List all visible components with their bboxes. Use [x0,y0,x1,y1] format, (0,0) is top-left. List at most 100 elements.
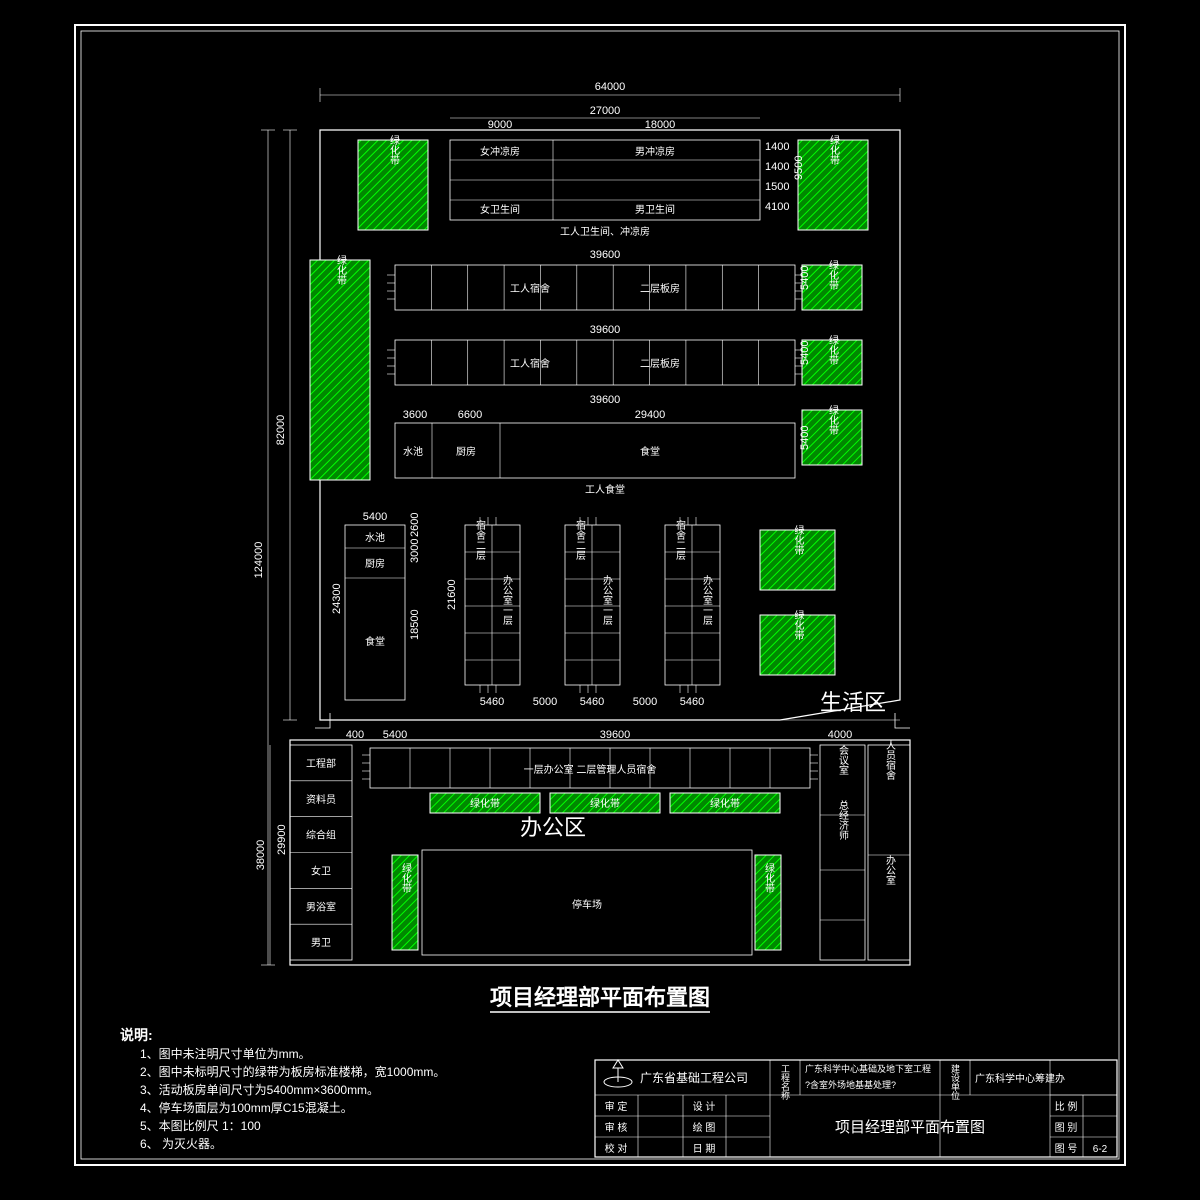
ls-room: 女卫 [311,864,331,877]
dim-6600: 6600 [458,409,482,421]
dim-overall-width: 64000 [320,81,900,102]
green-patch [310,260,370,480]
office-right-stack: 会议室 总经济师 人员宿舍 办公室 [820,740,910,960]
room-pool: 水池 [403,445,423,458]
dim-5400c: 5400 [799,426,811,450]
dim-r2: 1400 [765,161,789,173]
vd-label: 宿舍二层 [474,519,486,561]
tb-k: 审 定 [605,1100,628,1113]
lc-dining: 食堂 [365,635,385,648]
dim-39600c: 39600 [590,394,621,406]
tb-dtitle: 项目经理部平面布置图 [835,1119,985,1136]
vd-wdim: 5460 [580,696,604,708]
dim-29400: 29400 [635,409,666,421]
vd-label: 办公室一层 [701,574,713,626]
green-label: 绿化带 [828,134,840,166]
office-center-bar: 一层办公室 二层管理人员宿舍 [362,748,818,788]
rs0: 会议室 [837,744,849,775]
green-strip-label: 绿化带 [470,797,500,810]
green-label: 绿化带 [335,254,347,286]
left-canteen-block: 5400 水池 厨房 食堂 2600 3000 18500 24300 [331,511,421,700]
vd-label: 宿舍二层 [574,519,586,561]
ls-room: 工程部 [306,757,336,770]
tb-rk: 比 例 [1055,1100,1078,1113]
dim-3600: 3600 [403,409,427,421]
note-line: 5、本图比例尺 1：100 [140,1119,261,1133]
vertical-dorms: 宿舍二层办公室一层54605000宿舍二层办公室一层54605000宿舍二层办公… [465,517,720,708]
room-f-shower: 女冲凉房 [480,145,520,158]
dim-width: 64000 [595,81,626,93]
notes: 说明: 1、图中未注明尺寸单位为mm。 2、图中未标明尺寸的绿带为板房标准楼梯，宽1… [120,1027,445,1151]
od3: 4000 [828,729,852,741]
dim-r1: 1400 [765,141,789,153]
note-line: 1、图中未注明尺寸单位为mm。 [140,1046,311,1061]
green-br-label: 绿化带 [763,862,775,894]
canteen-row: 39600 3600 6600 29400 水池 厨房 食堂 工人食堂 5400 [395,394,811,496]
dim-9500: 9500 [793,156,805,180]
room-f-toilet: 女卫生间 [480,203,520,216]
dim-5400a: 5400 [799,266,811,290]
ls-room: 综合组 [306,829,336,842]
label-dorm1a: 工人宿舍 [510,282,550,295]
tb-k: 审 核 [605,1121,628,1134]
od2: 39600 [600,729,631,741]
note-line: 4、停车场面层为100mm厚C15混凝土。 [140,1100,353,1115]
vd-label: 办公室一层 [501,574,513,626]
green-strip-label: 绿化带 [590,797,620,810]
room-kitchen: 厨房 [456,445,476,458]
lc-htotal: 24300 [331,583,343,614]
rs1: 总经济师 [837,799,849,841]
od0: 400 [346,729,364,741]
ls-room: 男卫 [311,937,331,949]
vd-h: 21600 [446,579,458,610]
zone-office: 办公区 [520,815,586,840]
tb-clientk: 建设单位 [950,1063,960,1101]
od1: 5400 [383,729,407,741]
parking-label: 停车场 [572,898,602,911]
vd-label: 宿舍二层 [674,519,686,561]
green-strip-label: 绿化带 [710,797,740,810]
rs3: 办公室 [884,854,896,885]
green-label: 绿化带 [388,134,400,166]
green-label: 绿化带 [792,524,804,556]
tb-k: 校 对 [605,1142,628,1155]
dim-5400-left: 5400 [363,511,387,523]
note-line: 3、活动板房单间尺寸为5400mm×3600mm。 [140,1082,379,1097]
green-label: 绿化带 [827,334,839,366]
green-label: 绿化带 [827,404,839,436]
caption-sanitary: 工人卫生间、冲凉房 [560,225,650,238]
vd-gap: 5000 [633,696,657,708]
tb-projv2: ?含室外场地基基处理? [805,1079,896,1090]
office-green-strips: 绿化带 绿化带 绿化带 [430,793,780,813]
green-label: 绿化带 [827,259,839,291]
label-dorm2a: 工人宿舍 [510,357,550,370]
zone-living: 生活区 [820,690,886,715]
ls-room: 男浴室 [306,900,336,913]
lc-kitchen: 厨房 [365,557,385,570]
office-left-stack: 工程部资料员综合组女卫男浴室男卫 29900 [276,745,352,960]
dim-r3: 1500 [765,181,789,193]
dim-h-lower: 38000 [255,840,267,871]
room-m-shower: 男冲凉房 [635,145,675,158]
ls-room: 资料员 [306,793,336,806]
dim-27000: 27000 [590,105,621,117]
top-sanitary-block: 27000 9000 18000 女冲凉房 男冲凉房 女卫生间 男卫生间 工人卫… [450,105,805,238]
note-line: 2、图中未标明尺寸的绿带为板房标准楼梯，宽1000mm。 [140,1064,445,1079]
dorm-row-1: 39600 工人宿舍 二层板房 5400 [387,249,811,310]
notes-header: 说明: [120,1027,153,1043]
drawing-canvas: 64000 124000 82000 38000 绿化带绿化带绿化带绿化带绿化带… [0,0,1200,1200]
rs2: 人员宿舍 [884,740,896,781]
green-label: 绿化带 [792,609,804,641]
vd-label: 办公室一层 [601,574,613,626]
ls-htotal: 29900 [276,824,288,855]
lc-hd1: 3000 [409,539,421,563]
label-dorm2b: 二层板房 [640,357,680,370]
dim-9000: 9000 [488,119,512,131]
lc-hd0: 2600 [409,513,421,537]
tb-projv1: 广东科学中心基础及地下室工程 [805,1063,931,1074]
tb-projk: 工程名称 [780,1064,790,1101]
room-m-toilet: 男卫生间 [635,203,675,216]
dim-39600a: 39600 [590,249,621,261]
vd-wdim: 5460 [680,696,704,708]
center-label: 一层办公室 二层管理人员宿舍 [524,763,657,776]
